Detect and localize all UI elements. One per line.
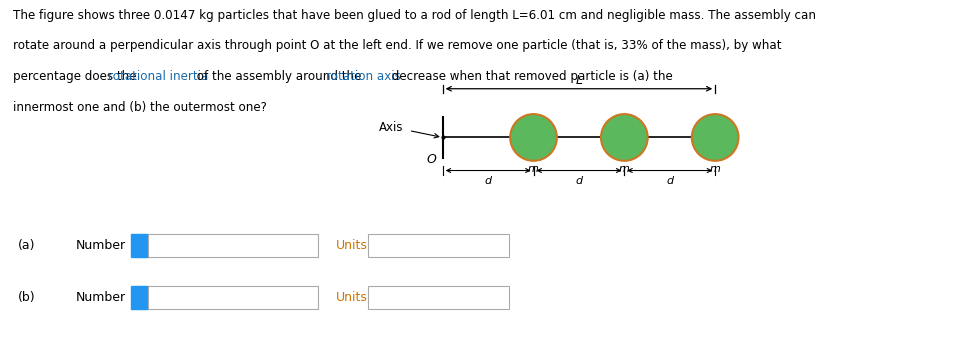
Text: of the assembly around the: of the assembly around the	[193, 70, 365, 83]
Text: (a): (a)	[18, 239, 35, 252]
Text: The figure shows three 0.0147 kg particles that have been glued to a rod of leng: The figure shows three 0.0147 kg particl…	[13, 9, 815, 22]
Ellipse shape	[510, 114, 557, 161]
FancyBboxPatch shape	[368, 234, 509, 257]
Text: m: m	[619, 164, 630, 174]
FancyBboxPatch shape	[368, 286, 509, 309]
Text: percentage does the: percentage does the	[13, 70, 140, 83]
FancyBboxPatch shape	[148, 286, 318, 309]
Text: L: L	[575, 74, 583, 87]
Text: rotational inertia: rotational inertia	[108, 70, 208, 83]
Text: ∨: ∨	[490, 293, 498, 302]
Text: innermost one and (b) the outermost one?: innermost one and (b) the outermost one?	[13, 101, 267, 113]
Text: decrease when that removed particle is (a) the: decrease when that removed particle is (…	[388, 70, 672, 83]
FancyBboxPatch shape	[131, 234, 148, 257]
Text: O: O	[426, 153, 436, 166]
Text: Units: Units	[336, 291, 368, 304]
Text: i: i	[137, 239, 142, 252]
Text: d: d	[667, 176, 673, 186]
Text: d: d	[485, 176, 491, 186]
Text: m: m	[528, 164, 539, 174]
FancyBboxPatch shape	[131, 286, 148, 309]
Text: Axis: Axis	[379, 120, 404, 134]
Ellipse shape	[601, 114, 648, 161]
Text: rotation axis: rotation axis	[326, 70, 401, 83]
Text: rotate around a perpendicular axis through point O at the left end. If we remove: rotate around a perpendicular axis throu…	[13, 39, 781, 52]
Text: Number: Number	[76, 239, 126, 252]
FancyBboxPatch shape	[148, 234, 318, 257]
Text: m: m	[709, 164, 721, 174]
Ellipse shape	[692, 114, 739, 161]
Text: i: i	[137, 291, 142, 304]
Text: ∨: ∨	[490, 240, 498, 250]
Text: (b): (b)	[18, 291, 35, 304]
Text: Number: Number	[76, 291, 126, 304]
Text: Units: Units	[336, 239, 368, 252]
Text: d: d	[575, 176, 583, 186]
